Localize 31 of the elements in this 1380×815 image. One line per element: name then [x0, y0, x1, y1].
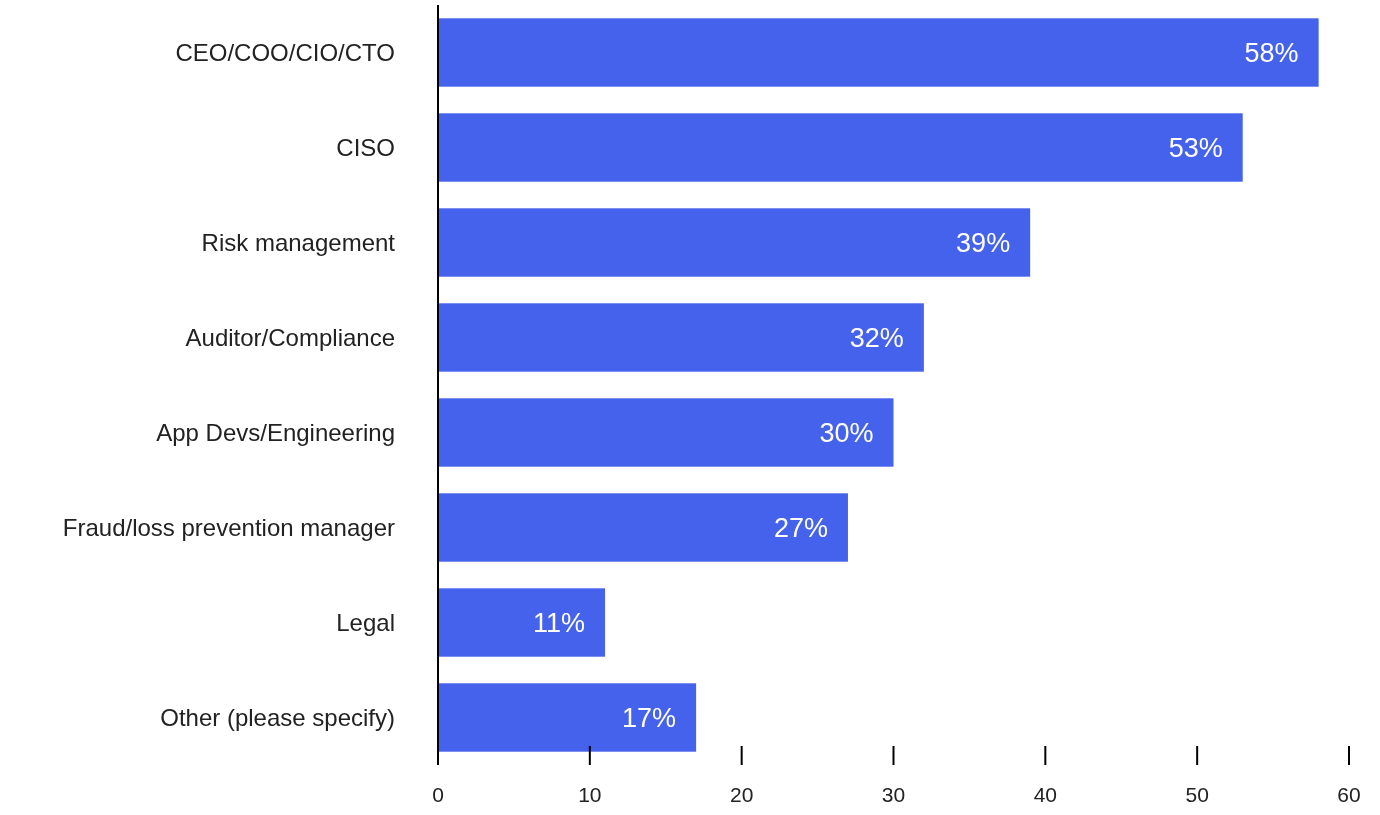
y-tick-label: Fraud/loss prevention manager	[62, 513, 395, 541]
y-tick-label: App Devs/Engineering	[156, 418, 395, 446]
y-tick-label: Risk management	[201, 228, 396, 256]
data-label: 17%	[622, 702, 677, 733]
data-label: 53%	[1168, 132, 1223, 163]
x-tick-label: 20	[729, 783, 754, 806]
data-label: 11%	[532, 607, 586, 638]
y-tick-label: Auditor/Compliance	[185, 323, 395, 351]
bar	[438, 113, 1243, 182]
bar	[438, 303, 924, 372]
y-tick-label: CISO	[336, 133, 395, 161]
bar	[438, 493, 848, 562]
x-tick-label: 40	[1033, 783, 1058, 806]
data-label: 30%	[819, 417, 874, 448]
x-tick-label: 10	[578, 783, 602, 806]
x-tick-label: 50	[1185, 783, 1209, 806]
bar	[438, 588, 606, 657]
y-tick-label: CEO/COO/CIO/CTO	[175, 38, 395, 66]
data-label: 32%	[849, 322, 904, 353]
bar	[438, 208, 1031, 277]
bar	[438, 18, 1319, 87]
y-tick-label: Other (please specify)	[160, 703, 395, 731]
bar	[438, 398, 894, 467]
x-tick-label: 30	[881, 783, 906, 806]
data-label: 39%	[956, 227, 1011, 258]
x-tick-label: 0	[432, 783, 444, 806]
x-tick-label: 60	[1337, 783, 1361, 806]
data-label: 27%	[773, 512, 828, 543]
bar	[438, 683, 697, 752]
data-label: 58%	[1244, 37, 1299, 68]
y-tick-label: Legal	[336, 608, 395, 636]
